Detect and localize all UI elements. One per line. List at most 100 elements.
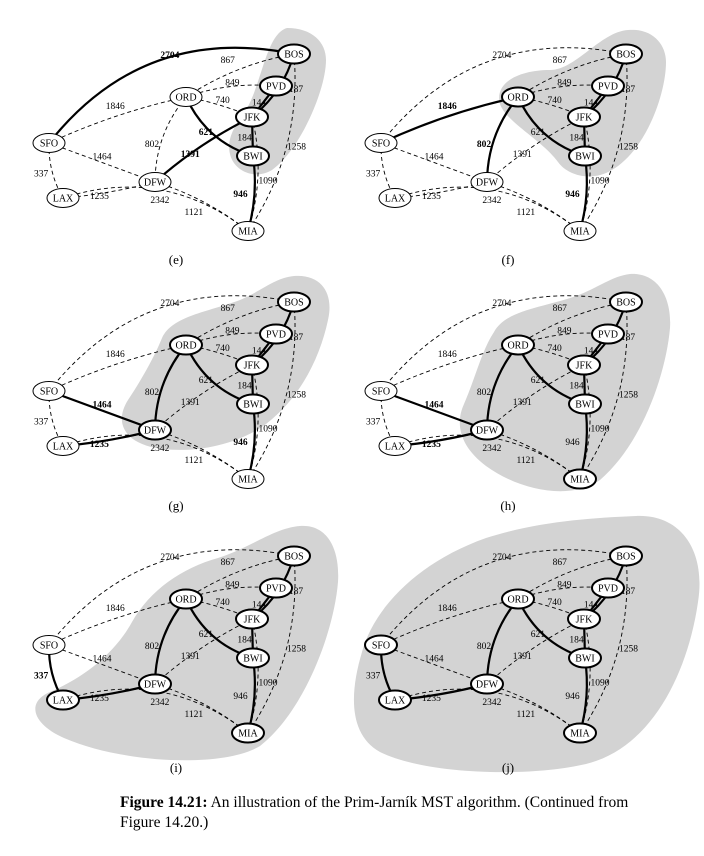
edge-weight: 1235 xyxy=(90,192,109,202)
edge-weight: 946 xyxy=(233,438,248,448)
edge-weight: 867 xyxy=(221,56,236,66)
edge-weight: 2342 xyxy=(482,444,501,454)
edge-weight: 184 xyxy=(569,382,584,392)
edge-weight: 337 xyxy=(366,169,381,179)
edge-weight: 1121 xyxy=(185,208,204,218)
edge-weight: 740 xyxy=(215,96,230,106)
node-label: LAX xyxy=(385,442,406,453)
panel-label: (j) xyxy=(502,760,514,775)
edge-weight: 1464 xyxy=(425,153,444,163)
edge-sfo-bos xyxy=(380,549,627,646)
edge-weight: 946 xyxy=(565,692,580,702)
edge-weight: 2704 xyxy=(160,51,179,61)
visited-cloud xyxy=(121,275,330,450)
edge-weight: 849 xyxy=(557,327,572,337)
edge-weight: 1391 xyxy=(181,652,200,662)
node-ord xyxy=(169,87,203,107)
node-label: ORD xyxy=(507,93,528,104)
edge-ord-bos xyxy=(185,301,295,346)
node-label: BOS xyxy=(284,50,303,61)
edge-weight: 1090 xyxy=(258,678,277,688)
node-jfk xyxy=(235,106,269,128)
edge-bos-mia xyxy=(579,555,628,734)
edge-jfk-mia xyxy=(579,364,591,480)
edge-dfw-jfk xyxy=(486,364,585,431)
node-label: DFW xyxy=(144,178,167,189)
node-jfk xyxy=(567,106,601,128)
node-label: JFK xyxy=(244,361,261,372)
node-sfo xyxy=(32,133,66,153)
edge-weight: 144 xyxy=(252,99,267,109)
node-label: LAX xyxy=(53,194,74,205)
node-label: BWI xyxy=(243,400,262,411)
node-pvd xyxy=(259,577,293,599)
edge-weight: 1391 xyxy=(513,398,532,408)
edge-weight: 337 xyxy=(366,671,381,681)
node-label: ORD xyxy=(175,595,196,606)
edge-weight: 802 xyxy=(145,140,160,150)
node-label: LAX xyxy=(53,696,74,707)
caption-text: An illustration of the Prim-Jarník MST a… xyxy=(120,794,629,831)
node-mia xyxy=(231,469,265,489)
node-label: PVD xyxy=(598,330,618,341)
edge-weight: 802 xyxy=(477,388,492,398)
edge-weight: 621 xyxy=(199,128,214,138)
node-bos xyxy=(277,545,311,567)
node-mia xyxy=(231,722,265,744)
edge-weight: 1235 xyxy=(90,440,109,450)
edge-weight: 740 xyxy=(547,598,562,608)
edge-weight: 2342 xyxy=(150,698,169,708)
panel-label: (e) xyxy=(169,252,183,267)
edge-weight: 802 xyxy=(477,140,492,150)
node-label: SFO xyxy=(40,139,58,150)
edge-weight: 946 xyxy=(233,692,248,702)
node-label: JFK xyxy=(576,615,593,626)
node-dfw xyxy=(470,673,504,695)
node-label: SFO xyxy=(40,641,58,652)
node-label: ORD xyxy=(507,341,528,352)
edge-weight: 802 xyxy=(145,642,160,652)
node-lax xyxy=(46,689,80,711)
node-label: PVD xyxy=(266,584,286,595)
node-label: ORD xyxy=(507,595,528,606)
node-sfo xyxy=(32,381,66,401)
node-bwi xyxy=(568,647,602,669)
edge-weight: 337 xyxy=(34,169,49,179)
edge-weight: 1391 xyxy=(181,150,200,160)
node-pvd xyxy=(591,577,625,599)
node-jfk xyxy=(567,608,601,630)
edge-weight: 1090 xyxy=(258,424,277,434)
edge-weight: 1121 xyxy=(517,456,536,466)
edge-weight: 849 xyxy=(557,79,572,89)
node-label: BOS xyxy=(616,298,635,309)
edge-ord-bos xyxy=(185,53,295,98)
node-label: BWI xyxy=(243,654,262,665)
node-jfk xyxy=(567,354,601,376)
edge-bos-mia xyxy=(247,53,296,232)
node-bwi xyxy=(236,647,270,669)
edge-weight: 184 xyxy=(237,382,252,392)
node-lax xyxy=(378,436,412,456)
node-bwi xyxy=(568,393,602,415)
edge-weight: 621 xyxy=(531,376,546,386)
node-label: DFW xyxy=(476,178,499,189)
edge-weight: 144 xyxy=(252,347,267,357)
edge-weight: 2342 xyxy=(150,444,169,454)
node-bwi xyxy=(236,393,270,415)
edge-weight: 849 xyxy=(225,581,240,591)
edge-weight: 184 xyxy=(569,134,584,144)
node-dfw xyxy=(138,419,172,441)
node-sfo xyxy=(364,133,398,153)
node-lax xyxy=(378,188,412,208)
node-label: LAX xyxy=(385,696,406,707)
edge-weight: 740 xyxy=(547,96,562,106)
edge-sfo-ord xyxy=(48,598,187,646)
node-label: ORD xyxy=(175,93,196,104)
node-label: DFW xyxy=(476,680,499,691)
edge-bos-mia xyxy=(579,53,628,232)
edge-weight: 1121 xyxy=(185,456,204,466)
edge-dfw-jfk xyxy=(154,618,253,685)
edge-weight: 144 xyxy=(584,347,599,357)
node-bos xyxy=(277,43,311,65)
